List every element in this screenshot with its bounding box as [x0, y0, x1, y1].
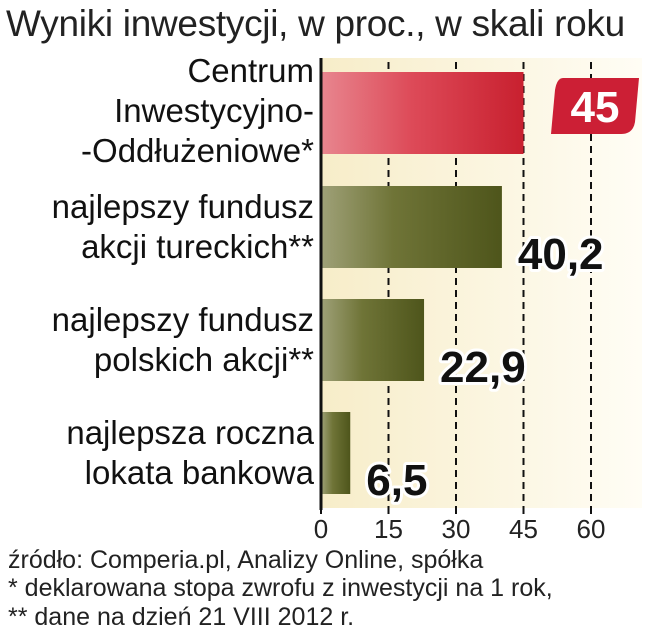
- category-label-0: Centrum Inwestycyjno- -Oddłużeniowe*: [0, 51, 314, 171]
- category-label-1: najlepszy fundusz akcji tureckich**: [0, 187, 314, 267]
- x-tick-label: 45: [509, 514, 538, 544]
- x-tick-label: 30: [442, 514, 471, 544]
- category-label-line: najlepszy fundusz: [51, 301, 314, 338]
- x-tick-label: 15: [374, 514, 403, 544]
- value-label: 40,2: [518, 230, 604, 279]
- bar-0: [321, 72, 524, 154]
- category-label-line: Inwestycyjno-: [114, 92, 314, 129]
- category-label-2: najlepszy fundusz polskich akcji**: [0, 300, 314, 380]
- x-tick-label: 0: [314, 514, 328, 544]
- footnote-source: źródło: Comperia.pl, Analizy Online, spó…: [8, 546, 484, 574]
- category-label-3: najlepsza roczna lokata bankowa: [0, 413, 314, 493]
- category-label-line: -Oddłużeniowe*: [81, 132, 314, 169]
- category-label-line: najlepszy fundusz: [51, 188, 314, 225]
- category-label-line: polskich akcji**: [93, 341, 314, 378]
- category-label-line: lokata bankowa: [84, 454, 314, 491]
- footnote-single-star: * deklarowana stopa zwrofu z inwestycji …: [8, 574, 553, 602]
- category-label-line: Centrum: [187, 52, 314, 89]
- bar-2: [321, 299, 425, 381]
- footnote-double-star: ** dane na dzień 21 VIII 2012 r.: [8, 603, 355, 631]
- value-label: 22,9: [440, 343, 526, 392]
- bar-3: [321, 412, 351, 494]
- value-label: 6,5: [366, 456, 427, 505]
- category-label-line: akcji tureckich**: [81, 228, 314, 265]
- value-label: 45: [571, 83, 620, 132]
- bar-1: [321, 186, 502, 268]
- value-badge-0: [551, 78, 639, 134]
- chart-title: Wyniki inwestycji, w proc., w skali roku: [6, 3, 625, 44]
- x-tick-label: 60: [577, 514, 606, 544]
- category-label-line: najlepsza roczna: [66, 414, 314, 451]
